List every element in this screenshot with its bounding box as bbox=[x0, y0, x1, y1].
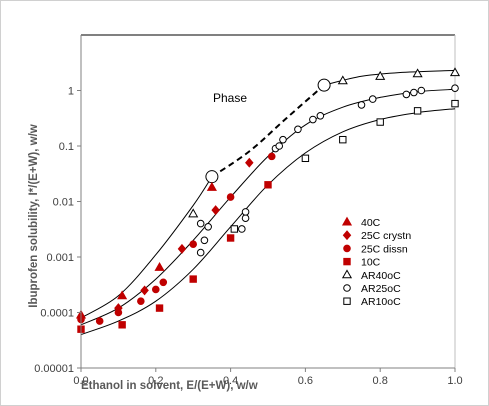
phase-annotation: Phase bbox=[213, 91, 247, 105]
point-ar25oc bbox=[196, 219, 205, 228]
legend-marker bbox=[342, 230, 352, 241]
point-ar25oc bbox=[241, 208, 250, 216]
x-tick-label: 0.6 bbox=[298, 375, 313, 387]
point-ar25oc bbox=[316, 112, 325, 120]
x-tick-label: 0.8 bbox=[373, 375, 388, 387]
point-40c bbox=[206, 181, 217, 191]
x-axis-title: Ethanol in solvent, E/(E+W), w/w bbox=[81, 380, 258, 392]
point-ar40oc bbox=[375, 70, 386, 80]
point-25c-dissn bbox=[114, 308, 123, 317]
point-ar25oc bbox=[238, 225, 246, 233]
point-40c bbox=[154, 261, 165, 271]
point-ar10oc bbox=[376, 118, 384, 126]
legend-box bbox=[309, 210, 441, 308]
fit-curve bbox=[80, 176, 213, 319]
point-25c-dissn bbox=[226, 193, 235, 201]
point-25c-dissn bbox=[137, 297, 145, 305]
point-10c bbox=[155, 304, 164, 312]
point-ar25oc bbox=[402, 90, 411, 99]
point-ar40oc bbox=[449, 67, 461, 77]
point-25c-crystn bbox=[245, 157, 254, 168]
point-ar10oc bbox=[451, 99, 459, 108]
legend-label: AR10oC bbox=[361, 296, 401, 308]
y-tick-label: 0.001 bbox=[46, 252, 74, 264]
legend-marker bbox=[341, 269, 353, 279]
point-25c-dissn bbox=[189, 240, 197, 249]
point-ar25oc bbox=[279, 135, 287, 144]
y-tick-label: 0.01 bbox=[53, 197, 74, 209]
point-25c-crystn bbox=[211, 205, 220, 216]
y-axis-title: Ibuprofen solubility, I*/(E+W), w/w bbox=[28, 124, 40, 308]
point-ar10oc bbox=[339, 135, 347, 144]
point-10c bbox=[118, 321, 126, 329]
point-10c bbox=[189, 275, 197, 283]
point-ar25oc bbox=[196, 248, 205, 257]
point-25c-dissn bbox=[159, 278, 168, 287]
legend-marker bbox=[343, 284, 351, 292]
point-ar25oc bbox=[451, 84, 459, 93]
legend-label: AR40oC bbox=[361, 270, 401, 282]
point-ar40oc bbox=[412, 68, 423, 78]
point-40c bbox=[117, 290, 128, 300]
axes: 0.0 0.2 0.4 0.6 0.8 1.0 0.00001 0.0001 0.001 0.01… bbox=[34, 35, 463, 387]
point-ar40oc bbox=[188, 208, 199, 218]
point-ar25oc bbox=[309, 115, 317, 124]
y-tick-label: 1 bbox=[68, 86, 74, 98]
point-ar25oc bbox=[241, 214, 250, 223]
point-ar10oc bbox=[230, 225, 239, 233]
plot-area bbox=[81, 34, 456, 368]
legend-label: 25C crystn bbox=[361, 230, 411, 242]
phase-boundary-line bbox=[211, 84, 325, 178]
point-25c-dissn bbox=[95, 317, 104, 325]
point-ar25oc bbox=[368, 95, 377, 103]
point-ar10oc bbox=[301, 154, 310, 163]
point-10c bbox=[264, 181, 272, 189]
phase-endpoint-marker bbox=[205, 170, 219, 184]
legend-label: 40C bbox=[361, 217, 381, 229]
x-tick-label: 0.4 bbox=[223, 375, 238, 387]
point-25c-crystn bbox=[177, 243, 187, 254]
legend-marker bbox=[341, 216, 353, 226]
point-ar25oc bbox=[204, 223, 212, 231]
point-10c bbox=[226, 234, 235, 242]
legend-label: 25C dissn bbox=[361, 243, 408, 255]
point-ar25oc bbox=[410, 88, 418, 97]
y-tick-label: 0.00001 bbox=[34, 363, 74, 375]
legend-marker bbox=[343, 244, 351, 253]
point-25c-dissn bbox=[267, 152, 276, 161]
y-tick-label: 0.0001 bbox=[40, 308, 74, 320]
point-ar25oc bbox=[357, 101, 366, 109]
point-ar25oc bbox=[294, 125, 302, 134]
phase-endpoint-marker bbox=[317, 78, 331, 92]
point-ar25oc bbox=[417, 86, 426, 95]
point-ar25oc bbox=[200, 236, 209, 245]
legend-marker bbox=[343, 297, 351, 305]
legend-marker bbox=[343, 257, 351, 266]
x-tick-label: 0.2 bbox=[148, 375, 163, 387]
point-25c-crystn bbox=[140, 285, 149, 296]
point-ar40oc bbox=[337, 75, 348, 85]
point-ar25oc bbox=[275, 142, 284, 150]
legend-label: AR25oC bbox=[361, 283, 401, 295]
x-tick-label: 0.0 bbox=[73, 375, 88, 387]
point-ar10oc bbox=[413, 107, 422, 115]
legend-label: 10C bbox=[361, 257, 381, 269]
y-tick-label: 0.1 bbox=[59, 141, 74, 153]
point-25c-dissn bbox=[152, 285, 160, 294]
x-tick-label: 1.0 bbox=[447, 375, 462, 387]
